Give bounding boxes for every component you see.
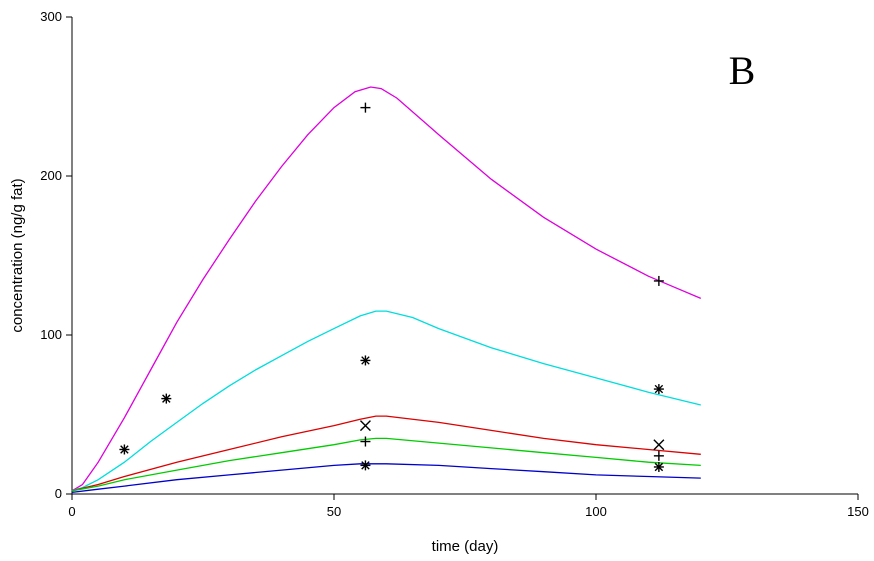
series-line-2	[71, 310, 701, 492]
panel-label: B	[729, 48, 756, 93]
plus-marker	[360, 102, 371, 113]
asterisk-marker	[653, 461, 664, 472]
series-line-3	[71, 415, 701, 492]
y-tick-label: 0	[55, 486, 62, 501]
plus-marker	[653, 275, 664, 286]
x-axis-label: time (day)	[432, 538, 499, 555]
asterisk-marker	[653, 384, 664, 395]
asterisk-marker	[161, 393, 172, 404]
cross-marker	[359, 420, 371, 432]
y-tick-label: 200	[40, 168, 62, 183]
plus-marker	[653, 450, 664, 461]
axes: 0 50 100 150 0 100 200 300	[40, 9, 869, 519]
asterisk-marker	[360, 460, 371, 471]
x-tick-label: 100	[585, 504, 607, 519]
series-line-1	[71, 86, 702, 492]
cross-marker	[653, 439, 665, 451]
plus-marker	[360, 436, 371, 447]
series-line-5	[71, 463, 701, 494]
x-tick-label: 150	[847, 504, 869, 519]
y-tick-label: 100	[40, 327, 62, 342]
asterisk-marker	[119, 444, 130, 455]
y-axis-label: concentration (ng/g fat)	[9, 178, 26, 332]
series-curves	[71, 86, 702, 494]
data-markers	[119, 102, 665, 472]
x-tick-label: 0	[68, 504, 75, 519]
y-tick-label: 300	[40, 9, 62, 24]
asterisk-marker	[360, 355, 371, 366]
x-tick-label: 50	[327, 504, 341, 519]
series-line-4	[71, 437, 701, 492]
